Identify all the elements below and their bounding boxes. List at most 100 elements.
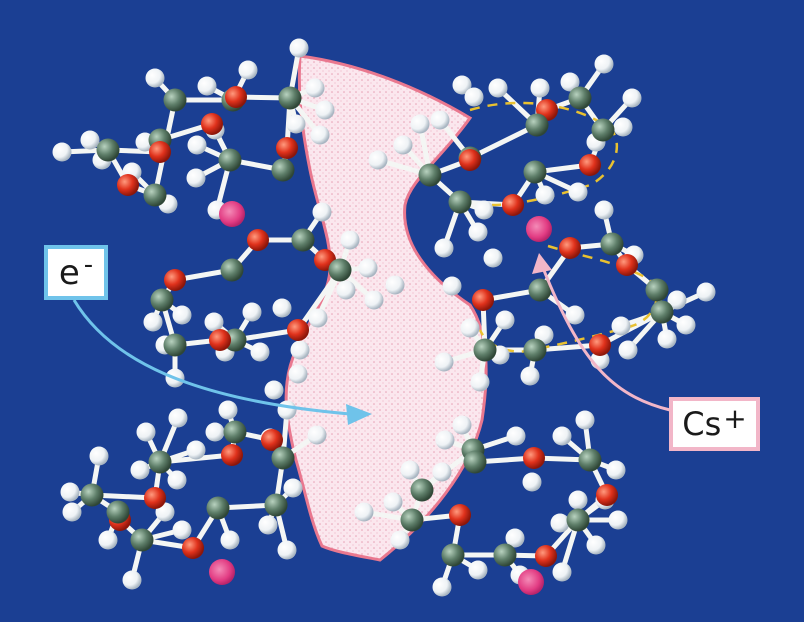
oxygen-atom [149,141,171,163]
electron-label: e- [44,245,108,300]
carbon-atom [528,278,552,302]
oxygen-atom [164,269,186,291]
carbon-atom [591,118,615,142]
hydrogen-atom [264,380,284,400]
hydrogen-atom [307,425,327,445]
hydrogen-atom [611,316,631,336]
hydrogen-atom [272,298,292,318]
oxygen-atom [535,545,557,567]
hydrogen-atom [172,305,192,325]
hydrogen-atom [495,310,515,330]
hydrogen-atom [460,318,480,338]
hydrogen-atom [205,422,225,442]
molecular-atoms [52,38,716,597]
oxygen-atom [589,334,611,356]
coordination-dash [478,244,658,354]
hydrogen-atom [336,280,356,300]
cesium-arrow-head [532,253,552,274]
hydrogen-atom [434,238,454,258]
hydrogen-atom [383,492,403,512]
hydrogen-atom [305,78,325,98]
hydrogen-atom [488,78,508,98]
hydrogen-atom [340,230,360,250]
hydrogen-atom [483,248,503,268]
carbon-atom [645,278,669,302]
hydrogen-atom [130,460,150,480]
hydrogen-atom [283,478,303,498]
carbon-atom [418,163,442,187]
electron-arrow-head [346,404,372,425]
hydrogen-atom [145,68,165,88]
hydrogen-atom [657,329,677,349]
electron-charge: - [83,249,94,280]
carbon-atom [568,86,592,110]
coordination-dashes [469,101,658,354]
hydrogen-atom [568,182,588,202]
hydrogen-atom [197,76,217,96]
carbon-atom [271,446,295,470]
cesium-symbol: Cs [682,405,722,443]
carbon-atom [473,338,497,362]
oxygen-atom [201,113,223,135]
hydrogen-atom [522,472,542,492]
carbon-atom [448,190,472,214]
hydrogen-atom [452,75,472,95]
hydrogen-atom [89,446,109,466]
hydrogen-atom [530,78,550,98]
hydrogen-atom [470,372,490,392]
hydrogen-atom [167,470,187,490]
cesium-ion [209,559,235,585]
hydrogen-atom [430,110,450,130]
hydrogen-atom [667,290,687,310]
carbon-atom [130,528,154,552]
hydrogen-atom [622,88,642,108]
oxygen-atom [261,429,283,451]
carbon-atom [223,420,247,444]
oxygen-atom [502,194,524,216]
hydrogen-atom [186,168,206,188]
carbon-atom [206,496,230,520]
hydrogen-atom [168,408,188,428]
carbon-atom [80,483,104,507]
hydrogen-atom [122,570,142,590]
hydrogen-atom [308,308,328,328]
hydrogen-atom [312,202,332,222]
hydrogen-atom [315,100,335,120]
hydrogen-atom [187,135,207,155]
oxygen-atom [276,137,298,159]
carbon-atom [600,232,624,256]
bond [467,122,540,161]
electron-arrow [72,299,351,416]
oxygen-atom [209,329,231,351]
oxygen-atom [472,289,494,311]
carbon-atom [400,508,424,532]
carbon-atom [218,148,242,172]
carbon-atom [410,478,434,502]
hydrogen-atom [400,460,420,480]
hydrogen-atom [568,490,588,510]
carbon-atom [163,88,187,112]
hydrogen-atom [468,222,488,242]
hydrogen-atom [535,185,555,205]
hydrogen-atom [520,366,540,386]
hydrogen-atom [552,562,572,582]
carbon-atom [650,300,674,324]
hydrogen-atom [410,114,430,134]
hydrogen-atom [608,510,628,530]
carbon-atom [150,288,174,312]
carbon-atom [278,86,302,110]
carbon-atom [463,450,487,474]
hydrogen-atom [432,462,452,482]
carbon-atom [148,450,172,474]
hydrogen-atom [550,513,570,533]
hydrogen-atom [143,312,163,332]
hydrogen-atom [242,302,262,322]
hydrogen-atom [172,520,192,540]
carbon-atom [264,493,288,517]
hydrogen-atom [290,340,310,360]
cesium-ion [219,201,245,227]
oxygen-atom [459,149,481,171]
oxygen-atom [182,537,204,559]
hydrogen-atom [586,535,606,555]
hydrogen-atom [310,125,330,145]
